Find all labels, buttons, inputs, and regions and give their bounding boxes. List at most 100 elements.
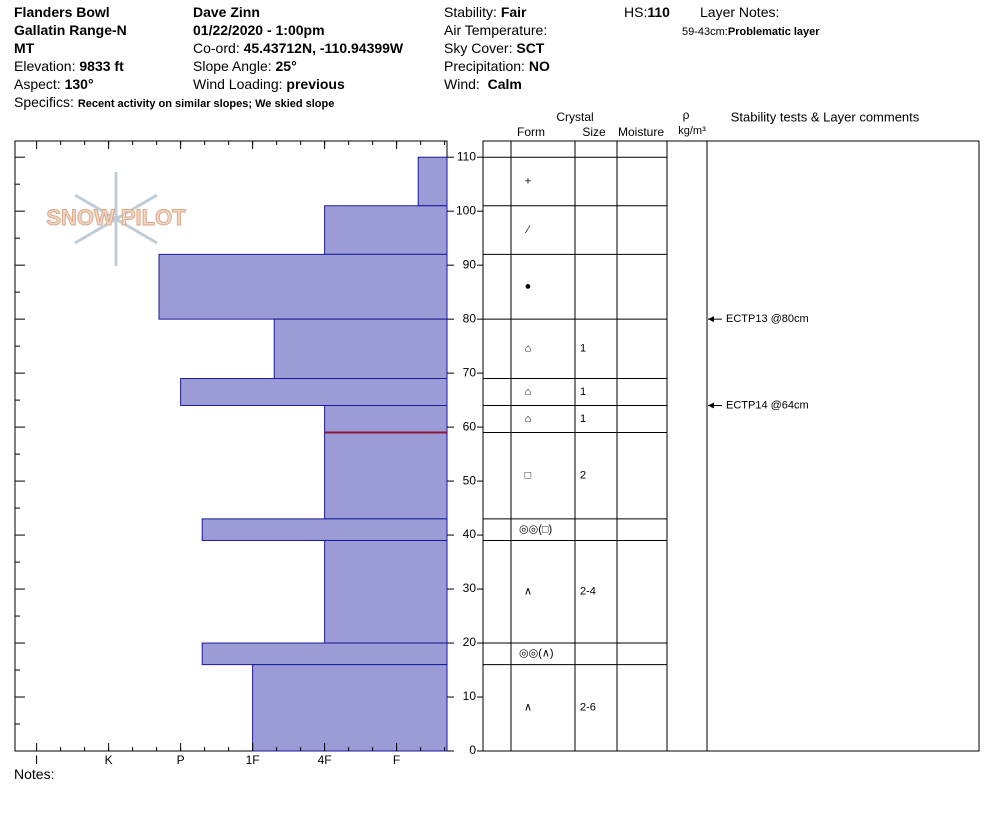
header-size: Size (582, 125, 606, 139)
hardness-bar (201, 518, 448, 541)
crystal-form: ◎◎(∧) (519, 648, 554, 660)
label: Aspect: (14, 76, 61, 92)
crystal-form: ◎◎(□) (519, 524, 552, 536)
label: Sky Cover: (444, 40, 513, 56)
test-label: ECTP14 @64cm (726, 399, 809, 411)
hardness-bar (180, 378, 448, 407)
crystal-form: ⌂ (525, 343, 532, 355)
depth-tick-label: 0 (469, 743, 476, 757)
layer-notes-label: Layer Notes: (700, 4, 780, 20)
hardness-bar (417, 156, 448, 207)
header-comments: Stability tests & Layer comments (731, 109, 920, 124)
wind-loading: Wind Loading: previous (193, 76, 345, 92)
logo (74, 172, 158, 266)
test-label: ECTP13 @80cm (726, 313, 809, 325)
hardness-bar (158, 253, 448, 320)
elevation: Elevation: 9833 ft (14, 58, 124, 74)
value: 130° (64, 76, 94, 92)
arrow-head (708, 402, 714, 409)
value: Fair (500, 4, 527, 20)
crystal-size: 2-4 (580, 586, 596, 598)
depth-tick-label: 30 (463, 581, 477, 595)
crystal-form: □ (525, 470, 532, 482)
hardness-bar (252, 664, 448, 752)
value: 45.43712N, -110.94399W (243, 40, 404, 56)
value: NO (528, 58, 550, 74)
logo-text: SNOW PILOT (46, 205, 186, 230)
table-frame (482, 140, 980, 752)
crystal-form: ⁄ (524, 224, 531, 236)
stability: Stability: Fair (444, 4, 527, 20)
value: Calm (487, 76, 522, 92)
header-moisture: Moisture (618, 125, 664, 139)
depth-tick-label: 10 (463, 689, 477, 703)
notes-label: Notes: (14, 766, 55, 782)
label: Specifics: (14, 94, 74, 110)
air-temp: Air Temperature: (444, 22, 548, 38)
crystal-form: + (525, 175, 531, 187)
value: 110 (647, 4, 670, 20)
precip: Precipitation: NO (444, 58, 550, 74)
hardness-bar (324, 205, 448, 255)
depth-tick-label: 70 (463, 365, 477, 379)
hardness-bar (201, 642, 448, 666)
arrow-head (708, 316, 714, 323)
value: Recent activity on similar slopes; We sk… (77, 98, 335, 110)
slope: Slope Angle: 25° (193, 58, 297, 74)
label: Wind: (444, 76, 480, 92)
label: Wind Loading: (193, 76, 283, 92)
hardness-tick-label: 4F (318, 753, 332, 767)
hardness-tick-label: 1F (246, 753, 260, 767)
depth-tick-label: 40 (463, 527, 477, 541)
label: Precipitation: (444, 58, 525, 74)
value: 25° (275, 58, 297, 74)
hardness-tick-label: P (177, 753, 185, 767)
value: SCT (516, 40, 545, 56)
site: Flanders Bowl (14, 4, 110, 20)
range: 59-43cm: (682, 26, 728, 38)
logo-flake (74, 193, 158, 245)
aspect: Aspect: 130° (14, 76, 94, 92)
header-form: Form (517, 125, 545, 139)
label: Elevation: (14, 58, 76, 74)
label: Slope Angle: (193, 58, 272, 74)
hardness-tick-label: I (35, 753, 38, 767)
crystal-size: 2-6 (580, 702, 596, 714)
crystal-size: 1 (580, 386, 586, 398)
depth-tick-label: 90 (463, 257, 477, 271)
depth-tick-label: 50 (463, 473, 477, 487)
layer-note: 59-43cm:Problematic layer (682, 24, 820, 40)
depth-tick-label: 110 (457, 149, 476, 163)
depth-tick-label: 20 (463, 635, 477, 649)
crystal-size: 2 (580, 470, 586, 482)
specifics: Specifics: Recent activity on similar sl… (14, 94, 334, 112)
observer: Dave Zinn (193, 4, 260, 20)
value: 9833 ft (79, 58, 124, 74)
datetime: 01/22/2020 - 1:00pm (193, 22, 325, 38)
depth-tick-label: 100 (456, 203, 476, 217)
label: Co-ord: (193, 40, 240, 56)
hardness-bar (273, 318, 448, 380)
depth-tick-label: 60 (463, 419, 477, 433)
hardness-bar (324, 405, 448, 434)
range: Gallatin Range-N (14, 22, 127, 38)
value: previous (286, 76, 345, 92)
coord: Co-ord: 45.43712N, -110.94399W (193, 40, 403, 56)
header-crystal: Crystal (556, 110, 593, 124)
note: Problematic layer (727, 26, 820, 38)
hardness-bar (324, 539, 448, 644)
crystal-form: ⌂ (525, 386, 532, 398)
label: HS: (624, 4, 648, 20)
crystal-form: ∧ (524, 702, 532, 714)
header-rho: ρ (683, 108, 690, 122)
crystal-form: ⌂ (525, 413, 532, 425)
label: Stability: (444, 4, 497, 20)
hs: HS:110 (624, 4, 670, 20)
crystal-form: ● (525, 281, 532, 293)
sky: Sky Cover: SCT (444, 40, 544, 56)
hardness-tick-label: F (393, 753, 400, 767)
hardness-tick-label: K (105, 753, 113, 767)
depth-tick-label: 80 (463, 311, 477, 325)
crystal-size: 1 (580, 413, 586, 425)
